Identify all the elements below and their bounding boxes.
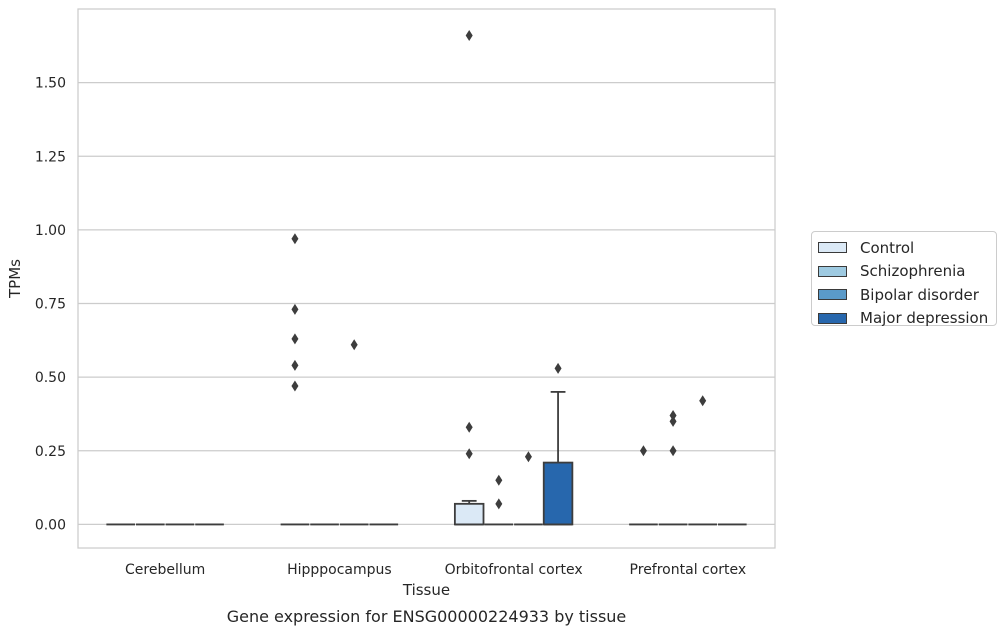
y-tick-label: 0.50 (35, 370, 66, 386)
box-group (658, 409, 688, 526)
outlier-point (669, 409, 677, 421)
outlier-point (291, 303, 299, 315)
legend-swatch (818, 289, 847, 301)
outlier-point (554, 362, 562, 374)
outlier-point (291, 333, 299, 345)
box-group (514, 451, 543, 526)
y-tick-label: 0.25 (35, 444, 66, 460)
legend-item: Bipolar disorder (818, 283, 990, 307)
x-tick-label: Orbitofrontal cortex (445, 562, 583, 578)
box-group (542, 362, 574, 526)
legend-swatch (818, 312, 847, 324)
legend-label: Control (860, 238, 915, 257)
box-group (280, 233, 310, 526)
legend: Control Schizophrenia Bipolar disorder Majo… (811, 231, 997, 327)
legend-swatch (818, 242, 847, 254)
outlier-point (291, 233, 299, 245)
box-body (453, 502, 485, 526)
outlier-point (465, 30, 473, 42)
plot-area-frame (77, 8, 776, 549)
outlier-point (639, 445, 647, 457)
y-tick-label: 1.00 (35, 223, 66, 239)
legend-label: Schizophrenia (860, 262, 966, 281)
outlier-point (524, 451, 532, 463)
x-tick-label: Hipppocampus (287, 562, 392, 578)
outlier-point (291, 380, 299, 392)
legend-item: Schizophrenia (818, 260, 990, 284)
legend-swatch (818, 265, 847, 277)
box-group (484, 474, 514, 526)
outlier-point (465, 448, 473, 460)
box-marks (106, 30, 747, 526)
outlier-point (465, 421, 473, 433)
gridlines (78, 82, 775, 526)
box-group (339, 339, 369, 526)
outlier-point (669, 415, 677, 427)
outlier-point (495, 498, 503, 510)
legend-label: Major depression (860, 309, 989, 328)
outlier-point (495, 474, 503, 486)
y-tick-label: 1.25 (35, 149, 66, 165)
box-group (688, 395, 717, 526)
x-axis-ticks: Cerebellum Hipppocampus Orbitofrontal cort… (125, 562, 746, 578)
y-axis-label: TPMs (6, 259, 24, 299)
x-axis-label: Tissue (402, 581, 450, 599)
y-axis-ticks: 0.00 0.25 0.50 0.75 1.00 1.25 1.50 (35, 76, 66, 534)
outlier-point (669, 445, 677, 457)
x-tick-label: Cerebellum (125, 562, 205, 578)
y-tick-label: 1.50 (35, 76, 66, 92)
box-body (542, 461, 574, 526)
legend-label: Bipolar disorder (860, 285, 979, 304)
x-tick-label: Prefrontal cortex (630, 562, 747, 578)
legend-item: Control (818, 236, 990, 260)
chart-title: Gene expression for ENSG00000224933 by t… (227, 607, 627, 626)
outlier-point (350, 339, 358, 351)
legend-item: Major depression (818, 307, 990, 331)
box-group (629, 445, 658, 526)
y-tick-label: 0.00 (35, 517, 66, 533)
outlier-point (291, 359, 299, 371)
outlier-point (699, 395, 707, 407)
box-group (453, 30, 485, 526)
y-tick-label: 0.75 (35, 297, 66, 313)
